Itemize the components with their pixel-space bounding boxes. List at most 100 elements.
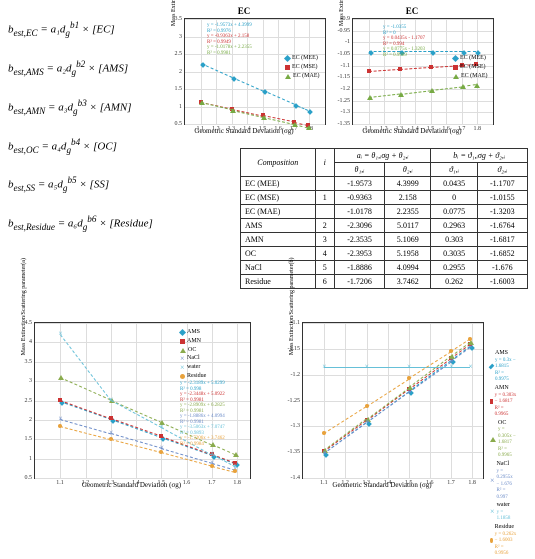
- x-tick: 1.5: [157, 480, 165, 486]
- data-point: ×: [210, 452, 214, 456]
- y-tick: 1.5: [175, 86, 183, 92]
- data-point: ×: [109, 398, 113, 402]
- legend-item: AMS: [180, 329, 206, 337]
- data-point: [449, 349, 453, 353]
- y-tick: -1.25: [338, 98, 351, 104]
- y-tick: -1.2: [291, 372, 301, 378]
- table-row: AMS2-2.30965.01170.2963-1.6764: [241, 219, 528, 233]
- x-tick: 1.5: [405, 480, 413, 486]
- formula: best,SS = a₅dgb5 × [SS]: [8, 175, 158, 194]
- parameter-table: Compositioniaᵢ = θ₁,ᵢσg + θ₂,ᵢbᵢ = ϑ₁,ᵢσ…: [240, 148, 528, 289]
- y-tick: 2: [179, 69, 182, 75]
- chart-ec-b: EC1.11.21.31.41.51.61.71.8-1.35-1.3-1.25…: [330, 6, 494, 135]
- x-tick: 1.5: [427, 126, 435, 132]
- data-point: ×: [58, 417, 62, 421]
- x-tick: 1.3: [228, 126, 236, 132]
- legend-item: EC (MAE): [453, 73, 488, 81]
- legend-item: EC (MEE): [285, 55, 320, 63]
- data-point: [261, 115, 267, 120]
- formula: best,OC = a₄dgb4 × [OC]: [8, 137, 158, 156]
- y-tick: 0.5: [25, 475, 33, 481]
- series-line: [409, 367, 451, 369]
- data-point: ×: [109, 431, 113, 435]
- x-tick: 1.7: [447, 480, 455, 486]
- y-tick: -1.4: [291, 475, 301, 481]
- y-tick: -1: [345, 39, 350, 45]
- y-tick: -1.1: [341, 63, 351, 69]
- data-point: ×: [468, 345, 472, 349]
- legend-item: ×watery = 1.1858: [490, 502, 516, 523]
- formula: best,EC = a₁dgb1 × [EC]: [8, 20, 158, 39]
- x-tick: 1.1: [365, 126, 373, 132]
- legend: AMSy = 0.3x − 1.6815R² = 0.9975AMNy = 0.…: [490, 350, 516, 559]
- data-point: [322, 431, 326, 435]
- data-point: [367, 69, 371, 73]
- y-tick: -1.3: [341, 109, 351, 115]
- data-point: [58, 398, 62, 402]
- chart-title: EC: [162, 6, 326, 16]
- x-tick: 1.2: [380, 126, 388, 132]
- x-tick: 1.7: [290, 126, 298, 132]
- data-point: [292, 122, 298, 127]
- x-tick: 1.5: [259, 126, 267, 132]
- data-point: [398, 67, 402, 71]
- data-point: [210, 464, 214, 468]
- x-tick: 1.4: [384, 480, 392, 486]
- y-tick: 3: [29, 378, 32, 384]
- data-point: [159, 434, 163, 438]
- trend-equations: y = -1.0355R² = 0y = 0.0435x - 1.1707R² …: [383, 25, 425, 58]
- x-tick: 1.7: [458, 126, 466, 132]
- x-tick: 1.2: [82, 480, 90, 486]
- formula: best,AMN = a₃dgb3 × [AMN]: [8, 98, 158, 117]
- trend-equations: y = -1.9573x + 4.3999R² = 0.9976y = -0.9…: [207, 23, 252, 56]
- y-axis-label: Mass Extinction/Scattering Parameter(a): [171, 0, 177, 26]
- data-point: ×: [365, 420, 369, 424]
- legend-item: ×NaCly = 0.2955x − 1.676R² = 0.997: [490, 461, 516, 501]
- table-row: EC (MAE)-1.01782.23550.0775-1.3203: [241, 205, 528, 219]
- formula-list: best,EC = a₁dgb1 × [EC]best,AMS = a₂dgb2…: [8, 20, 158, 253]
- data-point: [159, 450, 163, 454]
- data-point: [58, 424, 62, 428]
- x-tick: 1.1: [197, 126, 205, 132]
- data-point: [233, 452, 239, 457]
- x-tick: 1.4: [132, 480, 140, 486]
- legend-item: ×water: [180, 364, 206, 372]
- series-line: [367, 367, 409, 369]
- x-tick: 1.6: [426, 480, 434, 486]
- legend-item: Residue: [180, 373, 206, 381]
- plot-area: 1.11.21.31.41.51.61.71.80.511.522.533.54…: [34, 322, 251, 479]
- data-point: ×: [58, 332, 62, 336]
- data-point: [460, 84, 466, 89]
- chart-ec-a: EC1.11.21.31.41.51.61.71.80.511.522.533.…: [162, 6, 326, 135]
- legend-item: EC (MSE): [453, 64, 488, 72]
- y-tick: -1.15: [338, 74, 351, 80]
- data-point: [233, 469, 237, 473]
- x-tick: 1.4: [243, 126, 251, 132]
- x-tick: 1.3: [363, 480, 371, 486]
- data-point: [367, 95, 373, 100]
- data-point: [230, 108, 236, 113]
- legend-item: EC (MEE): [453, 55, 488, 63]
- x-tick: 1.4: [411, 126, 419, 132]
- x-tick: 1.1: [56, 480, 64, 486]
- y-tick: -1.25: [288, 398, 301, 404]
- chart-title: EC: [330, 6, 494, 16]
- x-tick: 1.6: [442, 126, 450, 132]
- data-point: [306, 125, 312, 130]
- legend-item: AMNy = 0.303x − 1.6817R² = 0.9965: [490, 385, 516, 419]
- legend: EC (MEE)EC (MSE)EC (MAE): [453, 55, 488, 81]
- series-line: [324, 367, 366, 369]
- legend-item: AMSy = 0.3x − 1.6815R² = 0.9975: [490, 350, 516, 384]
- formula: best,Residue = a₆dgb6 × [Residue]: [8, 214, 158, 233]
- x-tick: 1.6: [183, 480, 191, 486]
- data-point: [474, 83, 480, 88]
- data-point: ×: [233, 464, 237, 468]
- table-row: AMN3-2.35355.10690.303-1.6817: [241, 233, 528, 247]
- data-point: [109, 437, 113, 441]
- data-point: [307, 109, 313, 115]
- data-point: [365, 404, 369, 408]
- table-row: NaCl5-1.88864.09940.2955-1.676: [241, 261, 528, 275]
- data-point: [429, 65, 433, 69]
- x-tick: 1.2: [341, 480, 349, 486]
- data-point: ×: [322, 365, 326, 369]
